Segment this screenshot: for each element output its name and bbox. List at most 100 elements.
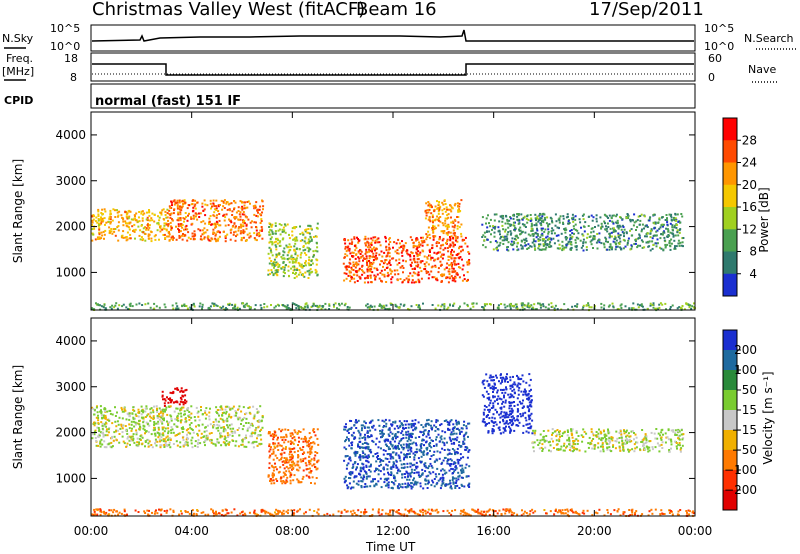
power-cell	[304, 260, 307, 263]
velocity-cell	[162, 398, 164, 401]
power-cell	[690, 307, 693, 310]
power-cell	[176, 204, 179, 207]
power-cell	[436, 258, 439, 261]
power-cell	[102, 306, 105, 309]
power-cell	[183, 217, 186, 220]
power-cell	[552, 237, 555, 240]
velocity-cell	[446, 448, 449, 451]
velocity-cell	[104, 417, 107, 420]
power-cell	[437, 304, 440, 307]
power-cell	[493, 227, 496, 230]
power-cell	[240, 200, 243, 203]
power-cell	[191, 235, 194, 238]
velocity-cell	[271, 452, 274, 455]
velocity-cell	[415, 467, 418, 470]
power-cell	[582, 234, 585, 237]
velocity-cell	[422, 439, 425, 442]
velocity-cell	[382, 466, 385, 469]
velocity-cell	[450, 419, 453, 422]
velocity-cell	[204, 411, 207, 414]
velocity-cell	[194, 440, 197, 443]
velocity-cell	[438, 473, 441, 476]
power-cell	[117, 239, 120, 242]
power-cell	[614, 242, 617, 245]
power-cell	[97, 304, 100, 307]
power-cell	[413, 281, 416, 284]
power-cell	[100, 237, 103, 240]
velocity-cell	[273, 435, 276, 437]
power-cell	[91, 228, 94, 231]
velocity-cell	[354, 454, 357, 457]
velocity-cell	[157, 431, 159, 434]
velocity-cell	[182, 438, 185, 441]
velocity-cell	[130, 420, 133, 423]
velocity-cell	[229, 408, 232, 411]
power-cell	[148, 209, 150, 211]
power-cell	[299, 256, 302, 259]
power-cell	[133, 223, 136, 226]
power-cell	[214, 237, 217, 240]
power-cell	[350, 275, 353, 278]
power-cell	[660, 224, 663, 227]
power-cell	[98, 224, 100, 227]
power-cell	[618, 224, 621, 227]
power-cell	[344, 302, 347, 305]
power-cell	[419, 261, 422, 264]
power-cell	[116, 209, 118, 212]
power-cell	[201, 307, 203, 310]
velocity-cell	[291, 448, 294, 450]
power-cell	[537, 220, 540, 223]
power-cell	[307, 224, 310, 227]
power-cell	[338, 302, 340, 305]
power-cell	[128, 303, 131, 306]
power-cell	[577, 237, 580, 240]
power-cell	[125, 222, 127, 225]
power-cell	[506, 237, 509, 240]
power-cell	[620, 303, 623, 306]
power-cell	[419, 260, 422, 263]
power-cell	[148, 224, 151, 227]
velocity-cell	[368, 436, 371, 438]
velocity-cell	[234, 410, 237, 413]
power-cell	[653, 227, 656, 230]
power-cell	[268, 231, 271, 234]
velocity-cell	[275, 434, 278, 437]
velocity-cell	[140, 413, 143, 416]
power-cell	[506, 222, 509, 225]
power-cell	[307, 262, 310, 265]
power-cell	[630, 228, 633, 231]
power-cell	[233, 208, 235, 211]
velocity-cell	[303, 451, 306, 454]
power-cell	[533, 245, 536, 248]
power-cell	[218, 219, 221, 222]
power-cell	[288, 257, 291, 260]
power-cell	[388, 243, 390, 246]
velocity-cell	[409, 448, 412, 451]
velocity-cell	[383, 420, 386, 423]
power-cell	[249, 306, 252, 309]
velocity-cell	[438, 457, 441, 460]
power-cell	[489, 303, 492, 306]
velocity-cell	[158, 413, 160, 415]
velocity-cell	[370, 420, 373, 423]
power-cell	[418, 245, 421, 248]
power-cell	[517, 214, 520, 217]
power-cell	[443, 199, 446, 202]
power-cell	[456, 237, 459, 240]
power-cell	[625, 231, 628, 234]
power-cell	[484, 304, 487, 307]
velocity-cell	[170, 419, 173, 422]
power-cell	[562, 215, 565, 218]
power-cell	[380, 269, 383, 272]
power-cell	[587, 302, 590, 305]
velocity-cell	[432, 454, 435, 456]
velocity-cell	[463, 485, 466, 488]
velocity-cell	[281, 460, 284, 463]
velocity-cell	[393, 475, 396, 478]
velocity-cell	[455, 451, 458, 454]
velocity-cell	[285, 435, 288, 438]
velocity-cell	[99, 431, 102, 434]
velocity-cell	[421, 472, 424, 475]
power-cell	[563, 228, 566, 230]
power-cell	[129, 221, 132, 224]
